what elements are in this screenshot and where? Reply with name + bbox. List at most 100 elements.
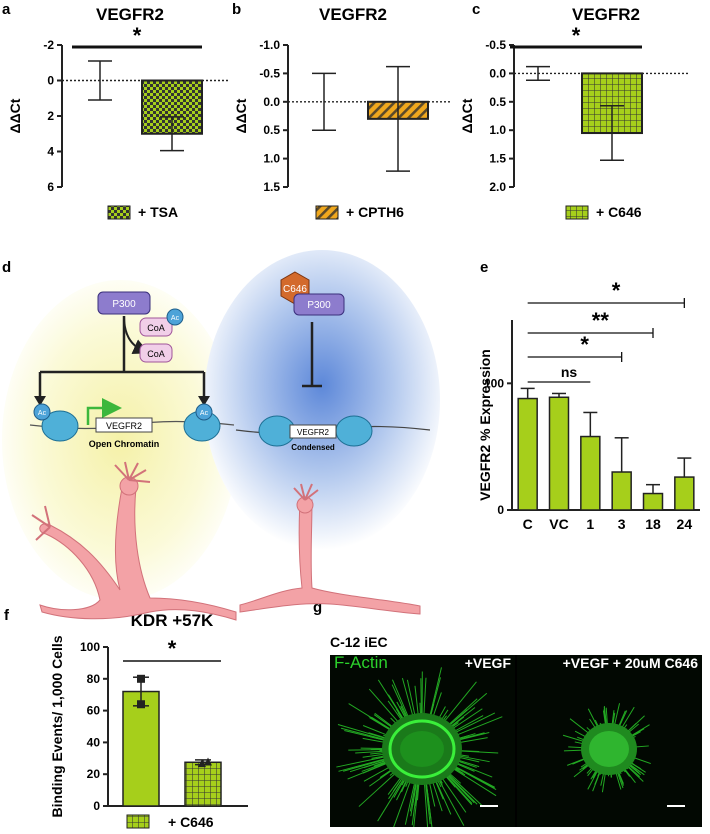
legend-label: + CPTH6 [346, 204, 404, 220]
coa-ac-complex [139, 317, 173, 337]
state-label-left: Open Chromatin [89, 439, 160, 449]
legend-label: + C646 [596, 204, 642, 220]
y-tick-label: 0.5 [489, 95, 506, 109]
gene-box-left [95, 417, 153, 433]
micrograph-right-vegf-c646: +VEGF + 20uM C646 [517, 655, 702, 827]
ac-label-top: Ac [171, 315, 180, 322]
condition-label-left: +VEGF [464, 655, 511, 671]
significance-label: * [572, 23, 581, 48]
y-tick-label: 20 [87, 767, 101, 781]
nucleosome-right-2 [335, 415, 373, 447]
chart-title: VEGFR2 [96, 5, 164, 24]
scale-bar-right [667, 805, 685, 807]
y-tick-label: 6 [47, 180, 54, 194]
bar [517, 397, 538, 511]
y-tick-label: 4 [47, 145, 54, 159]
arrow-right-tip [198, 396, 210, 406]
legend-swatch [126, 814, 150, 829]
c646-label: C646 [283, 284, 307, 295]
diagram-d-p300-mechanism: P300 CoA Ac CoA Ac Ac VEGFR2 Open Chroma… [2, 250, 440, 621]
condensed-chromatin-glow [204, 250, 440, 550]
panel-label-c: c [472, 1, 480, 18]
y-tick-label: -0.5 [485, 38, 506, 52]
y-tick-label: 80 [87, 672, 101, 686]
y-axis-title: ΔΔCt [459, 98, 475, 133]
bar [548, 396, 570, 511]
coa-label-free: CoA [147, 349, 165, 359]
x-tick-label: VC [549, 516, 568, 532]
actin-spheroid-large [336, 667, 503, 827]
p300-label-left: P300 [112, 299, 136, 310]
panel-label-e: e [480, 259, 488, 276]
y-tick-label: 1.5 [489, 152, 506, 166]
y-tick-label: -1.0 [259, 38, 280, 52]
y-tick-label: 0 [47, 74, 54, 88]
legend-label: + C646 [168, 814, 214, 830]
y-axis-title: VEGFR2 % Expression [477, 349, 493, 501]
open-chromatin-glow [2, 280, 238, 600]
data-point [137, 700, 145, 709]
bar [642, 492, 664, 511]
p300-protein-right [293, 293, 345, 316]
bar [580, 435, 601, 511]
significance-label: * [612, 278, 621, 303]
arrow-left-tip [34, 396, 46, 406]
chart-a-ddct-tsa: VEGFR2 -2 0 2 4 6 ΔΔCt * + TSA [7, 5, 230, 220]
p300-label-right: P300 [307, 300, 331, 311]
chart-title: VEGFR2 [319, 5, 387, 24]
cell-line-caption: C-12 iEC [330, 634, 388, 650]
bar [122, 690, 160, 807]
y-tick-label: 1.5 [263, 180, 280, 194]
data-point [204, 757, 212, 766]
gene-label-right: VEGFR2 [297, 428, 330, 437]
micrograph-left-vegf: C-12 iEC F-Actin +VEGF [330, 655, 515, 827]
ac-label-left-2: Ac [200, 410, 209, 417]
chart-b-ddct-cpth6: VEGFR2 -1.0 -0.5 0.0 0.5 1.0 1.5 ΔΔCt + CPTH6 [233, 5, 452, 220]
panel-label-g: g [313, 599, 322, 616]
y-tick-label: -0.5 [259, 66, 280, 80]
coa-label-top: CoA [147, 323, 165, 333]
data-point [198, 759, 206, 768]
y-tick-label: -2 [43, 38, 54, 52]
scale-bar-left [480, 805, 498, 807]
y-tick-label: 60 [87, 704, 101, 718]
y-tick-label: 0 [93, 799, 100, 813]
stain-label: F-Actin [334, 655, 388, 672]
panel-label-b: b [232, 1, 241, 18]
y-tick-label: 1.0 [489, 123, 506, 137]
chart-f-binding-events: KDR +57K 0 20 40 60 80 100 Binding Events/ 1,00… [49, 611, 248, 830]
x-tick-label: C [523, 516, 533, 532]
p300-branch-arrows [38, 316, 206, 398]
inhibition-bar [302, 322, 322, 388]
bar [184, 761, 222, 807]
gene-label-left: VEGFR2 [106, 421, 142, 431]
legend-label: + TSA [138, 204, 178, 220]
significance-label: * [133, 23, 142, 48]
y-tick-label: 100 [80, 640, 100, 654]
y-tick-label: 0.5 [263, 123, 280, 137]
y-axis-title: Binding Events/ 1,000 Cells [49, 635, 65, 817]
chart-c-ddct-c646: VEGFR2 -0.5 0.0 0.5 1.0 1.5 2.0 ΔΔCt * + C646 [459, 5, 690, 220]
neuron-condensed-right [239, 483, 421, 615]
panel-label-f: f [4, 607, 10, 624]
y-tick-label: 40 [87, 735, 101, 749]
significance-label: * [580, 332, 589, 357]
ac-label-left-1: Ac [38, 410, 47, 417]
y-tick-label: 0 [497, 503, 504, 517]
y-tick-label: 1.0 [263, 152, 280, 166]
ac-group-top [166, 308, 184, 326]
x-tick-label: 18 [645, 516, 661, 532]
legend-swatch [107, 205, 131, 220]
significance-label: ns [561, 364, 578, 380]
significance-label: ** [592, 308, 610, 333]
coa-free [139, 343, 173, 363]
gene-box-right [289, 424, 337, 439]
legend-swatch [315, 205, 339, 220]
y-tick-label: 0.0 [263, 95, 280, 109]
nucleosome-left-1 [41, 410, 79, 442]
data-point [137, 674, 145, 683]
chart-title: KDR +57K [131, 611, 214, 630]
actin-spheroid-small [562, 703, 685, 807]
